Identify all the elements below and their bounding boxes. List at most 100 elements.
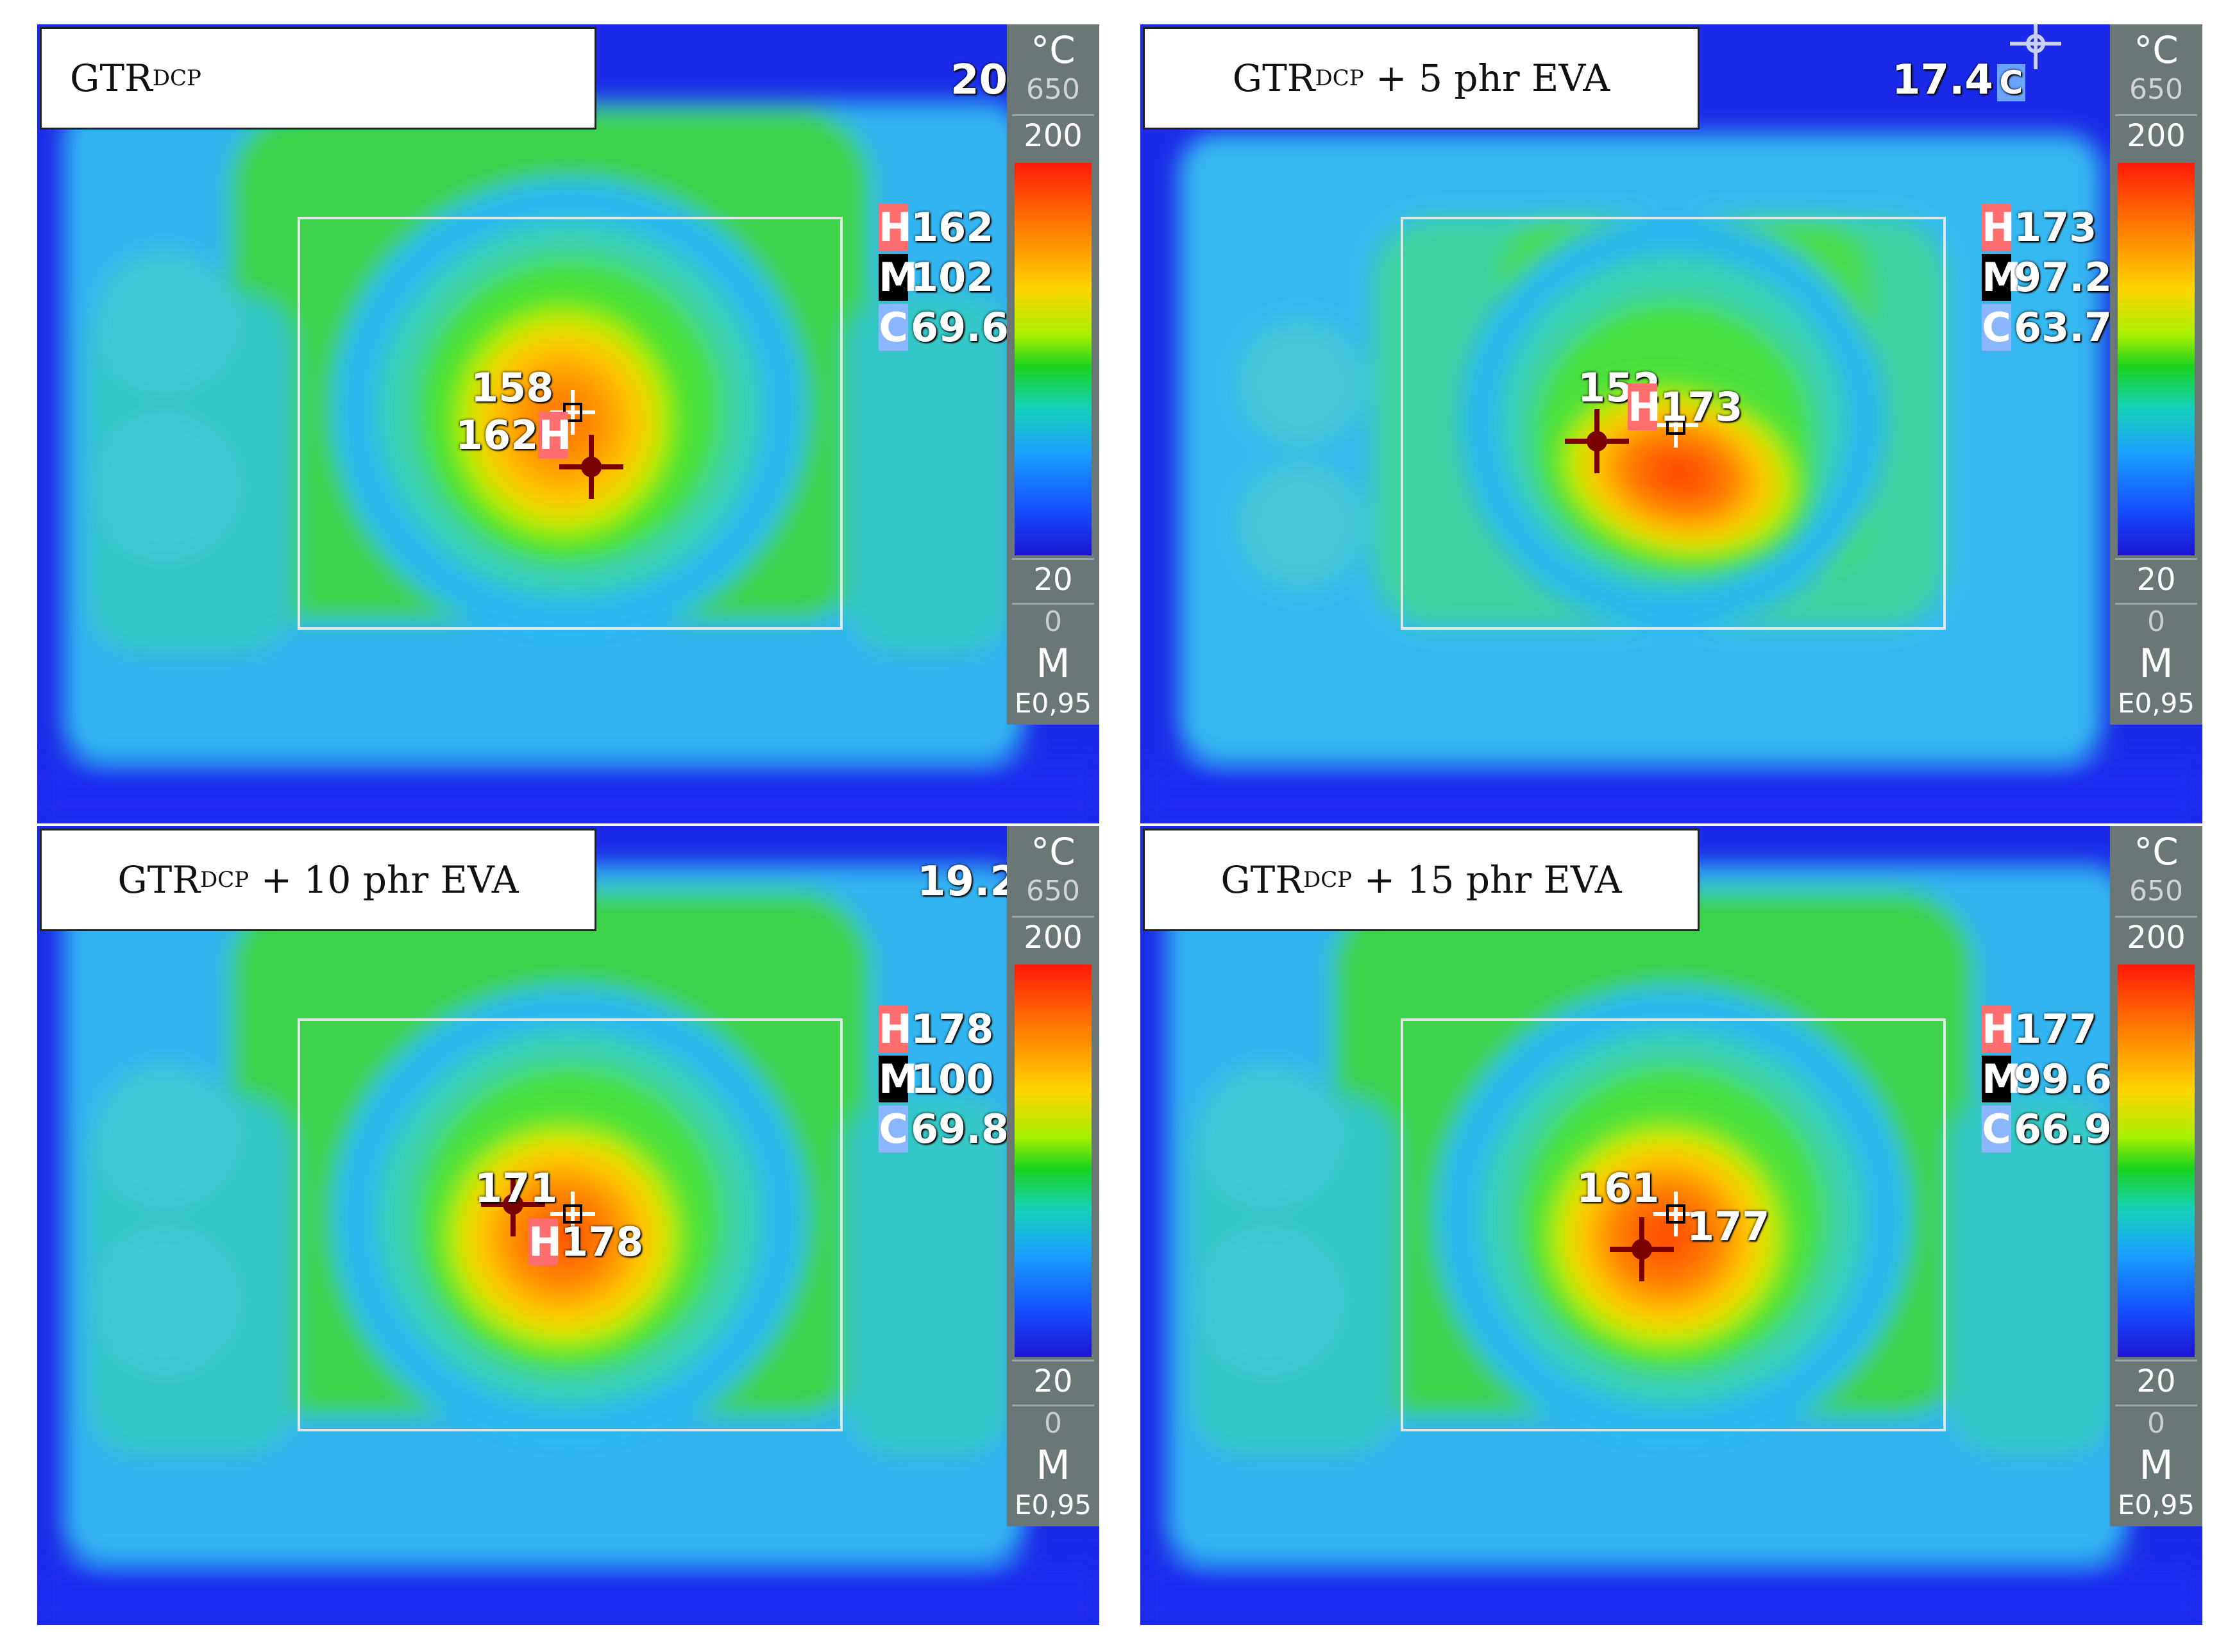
readout-cold: C69.6 — [879, 304, 1009, 351]
scale-bottom: 20 — [1033, 562, 1073, 598]
cold-tag-icon: C — [1982, 1106, 2011, 1152]
scale-unit: °C — [1031, 830, 1076, 873]
hotspot-crosshair-icon — [481, 1172, 545, 1236]
corner-temperature: 20 — [950, 56, 1008, 104]
thermal-image — [1140, 24, 2202, 823]
scale-max-range: 650 — [1026, 73, 1080, 106]
thermal-image — [1140, 826, 2202, 1625]
scale-top: 200 — [2127, 920, 2186, 956]
scale-top: 200 — [1024, 920, 1083, 956]
scale-top: 200 — [1024, 118, 1083, 154]
spot-hot-tag-icon: H — [1628, 384, 1661, 430]
mean-tag-icon: M — [1982, 1056, 2021, 1102]
scale-min-range: 0 — [1044, 1407, 1062, 1440]
panel-caption: GTR DCP + 5 phr EVA — [1143, 27, 1700, 130]
hot-tag-icon: H — [879, 1006, 912, 1052]
hot-value: 178 — [911, 1006, 994, 1052]
scale-max-range: 650 — [2129, 875, 2183, 907]
scale-emissivity: E0,95 — [1014, 1489, 1092, 1521]
scale-max-range: 650 — [1026, 875, 1080, 907]
caption-main: GTR — [1232, 56, 1315, 100]
caption-sub: DCP — [200, 867, 249, 893]
scale-min-range: 0 — [1044, 605, 1062, 638]
spot-label-b: 162H — [455, 412, 572, 459]
hot-tag-icon: H — [1982, 1006, 2015, 1052]
corner-temp-value: 20 — [950, 56, 1008, 104]
thermal-panel-gtr-dcp-15phr-eva: GTR DCP + 15 phr EVA H177 M99.6 C66.9 161… — [1140, 826, 2202, 1625]
caption-main: GTR — [70, 56, 153, 100]
scale-max-range: 650 — [2129, 73, 2183, 106]
scale-gradient-bar — [2118, 965, 2195, 1357]
thermal-panel-gtr-dcp-10phr-eva: GTR DCP + 10 phr EVA 19.2 H178 M100 C69.8… — [37, 826, 1099, 1625]
spot-label-b: H173 — [1628, 384, 1743, 430]
panel-caption: GTR DCP — [40, 27, 596, 130]
readout-hot: H178 — [879, 1006, 993, 1052]
corner-temp-value: 17.4 — [1892, 56, 1993, 104]
color-scale: °C 650 200 20 0 M E0,95 — [1007, 24, 1099, 725]
caption-main: GTR — [117, 858, 200, 902]
spot-b-value: 178 — [561, 1218, 644, 1265]
spot-label-a: 158 — [471, 364, 554, 411]
cold-tag-icon: C — [879, 304, 908, 351]
spot-b-value: 162 — [455, 412, 539, 459]
readout-mean: M102 — [879, 254, 993, 301]
readout-cold: C69.8 — [879, 1106, 1009, 1152]
thermal-image — [37, 826, 1099, 1625]
spot-crosshair-icon — [1653, 403, 1698, 448]
color-scale: °C 650 200 20 0 M E0,95 — [1007, 826, 1099, 1526]
spot-label-a: 161 — [1576, 1165, 1660, 1211]
corner-temperature: 17.4 C — [1892, 56, 2025, 104]
hotspot-crosshair-icon — [1565, 409, 1629, 473]
scale-bottom: 20 — [1033, 1363, 1073, 1399]
thermal-panel-gtr-dcp-5phr-eva: GTR DCP + 5 phr EVA 17.4 C H173 M97.2 C63.… — [1140, 24, 2202, 823]
caption-sub: DCP — [1315, 65, 1364, 91]
spot-hot-tag-icon: H — [538, 412, 572, 459]
hot-tag-icon: H — [879, 204, 912, 251]
hot-value: 173 — [2014, 204, 2097, 251]
spot-label-a: 171 — [475, 1165, 558, 1211]
scale-gradient-bar — [2118, 163, 2195, 555]
caption-rest: + 5 phr EVA — [1363, 56, 1610, 100]
readout-mean: M97.2 — [1982, 254, 2112, 301]
cold-value: 63.7 — [2014, 304, 2112, 351]
caption-sub: DCP — [152, 65, 201, 91]
readout-cold: C63.7 — [1982, 304, 2112, 351]
scale-mode: M — [1036, 1442, 1070, 1488]
color-scale: °C 650 200 20 0 M E0,95 — [2110, 826, 2202, 1526]
scale-bottom: 20 — [2136, 1363, 2176, 1399]
cold-value: 66.9 — [2014, 1106, 2112, 1152]
top-crosshair-icon — [2010, 24, 2061, 69]
scale-unit: °C — [1031, 28, 1076, 72]
panel-caption: GTR DCP + 10 phr EVA — [40, 829, 596, 931]
scale-mode: M — [1036, 640, 1070, 687]
scale-gradient-bar — [1015, 163, 1092, 555]
hotspot-crosshair-icon — [559, 435, 623, 499]
scale-mode: M — [2139, 1442, 2173, 1488]
readout-hot: H173 — [1982, 204, 2097, 251]
readout-hot: H177 — [1982, 1006, 2097, 1052]
spot-label-b: H178 — [528, 1218, 643, 1265]
hotspot-crosshair-icon — [1610, 1217, 1674, 1281]
mean-value: 102 — [911, 254, 994, 301]
spot-label-b: 177 — [1687, 1203, 1770, 1250]
hot-value: 162 — [911, 204, 994, 251]
scale-min-range: 0 — [2147, 1407, 2165, 1440]
readout-mean: M99.6 — [1982, 1056, 2112, 1102]
mean-value: 97.2 — [2014, 254, 2112, 301]
cold-value: 69.6 — [911, 304, 1009, 351]
readout-mean: M100 — [879, 1056, 993, 1102]
scale-emissivity: E0,95 — [2117, 687, 2195, 719]
mean-tag-icon: M — [879, 1056, 918, 1102]
spot-crosshair-icon — [1653, 1192, 1698, 1236]
caption-rest: + 10 phr EVA — [249, 858, 519, 902]
cold-corner-icon: C — [1996, 64, 2025, 101]
scale-emissivity: E0,95 — [1014, 687, 1092, 719]
mean-value: 99.6 — [2014, 1056, 2112, 1102]
scale-unit: °C — [2134, 28, 2179, 72]
cold-value: 69.8 — [911, 1106, 1009, 1152]
scale-emissivity: E0,95 — [2117, 1489, 2195, 1521]
mean-tag-icon: M — [879, 254, 918, 301]
hot-value: 177 — [2014, 1006, 2097, 1052]
hot-tag-icon: H — [1982, 204, 2015, 251]
readout-hot: H162 — [879, 204, 993, 251]
